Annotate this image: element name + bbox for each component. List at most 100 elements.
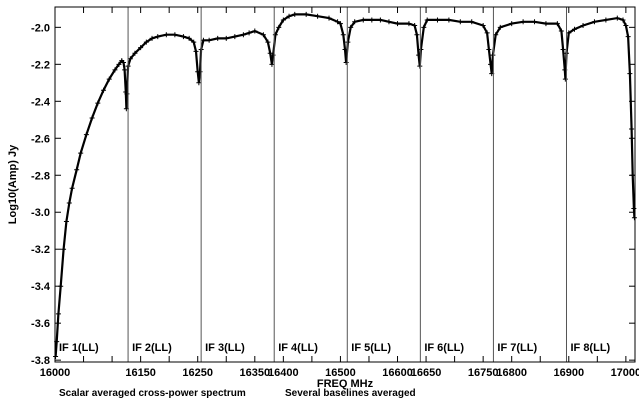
if-label: IF 1(LL) xyxy=(59,342,99,354)
if-label: IF 3(LL) xyxy=(205,342,245,354)
data-point xyxy=(566,30,572,36)
data-point xyxy=(276,24,282,30)
data-point xyxy=(360,17,366,23)
data-point xyxy=(558,28,564,34)
y-tick-label: -2.0 xyxy=(31,22,50,34)
data-point xyxy=(509,21,515,27)
data-point xyxy=(124,91,130,97)
data-point xyxy=(116,61,122,67)
axis-ticks: -3.8 -3.6 -3.4 -3.2 -3.0 -2.8 -2.6 -2.4 -2.2 -2.0… xyxy=(31,7,639,379)
data-point xyxy=(163,32,169,38)
data-point xyxy=(232,34,238,40)
data-point xyxy=(623,22,629,28)
data-point xyxy=(106,76,112,82)
data-point xyxy=(63,218,69,224)
y-tick-label: -3.2 xyxy=(31,244,50,256)
data-point xyxy=(143,39,149,45)
data-point xyxy=(101,87,107,93)
x-tick-label: 16150 xyxy=(125,367,156,379)
if-label: IF 4(LL) xyxy=(278,342,318,354)
data-point xyxy=(490,52,496,58)
data-point xyxy=(292,11,298,17)
x-tick-label: 16350 xyxy=(240,367,271,379)
data-point xyxy=(197,69,203,75)
data-point xyxy=(497,24,503,30)
x-tick-label: 16900 xyxy=(553,367,584,379)
plot-frame xyxy=(54,6,636,363)
data-point xyxy=(469,19,475,25)
x-tick-label: 16600 xyxy=(382,367,413,379)
data-point xyxy=(629,126,635,132)
data-point xyxy=(421,24,427,30)
x-tick-label: 16650 xyxy=(411,367,442,379)
data-point xyxy=(272,32,278,38)
y-tick-label: -3.4 xyxy=(31,281,51,293)
y-tick-label: -3.6 xyxy=(31,318,50,330)
data-point xyxy=(614,15,620,21)
data-point xyxy=(66,200,72,206)
caption-left: Scalar averaged cross-power spectrum xyxy=(59,388,246,399)
data-point xyxy=(246,30,252,36)
data-point xyxy=(520,19,526,25)
data-point xyxy=(112,67,118,73)
data-point xyxy=(620,17,626,23)
data-point xyxy=(352,19,358,25)
data-point xyxy=(172,32,178,38)
data-point xyxy=(337,21,343,27)
x-tick-label: 17000 xyxy=(611,367,639,379)
data-point xyxy=(240,32,246,38)
data-point xyxy=(345,39,351,45)
data-point xyxy=(571,26,577,32)
data-point xyxy=(122,67,128,73)
data-point xyxy=(61,246,67,252)
data-point xyxy=(343,59,349,65)
data-point xyxy=(326,15,332,21)
data-point xyxy=(369,17,375,23)
y-tick-label: -2.2 xyxy=(31,59,50,71)
data-point xyxy=(580,22,586,28)
data-point xyxy=(315,13,321,19)
data-point xyxy=(484,30,490,36)
data-point xyxy=(196,80,202,86)
data-point xyxy=(386,19,392,25)
data-point xyxy=(335,19,341,25)
data-point xyxy=(395,21,401,27)
data-point xyxy=(554,21,560,27)
data-series xyxy=(53,11,637,359)
data-point xyxy=(270,52,276,58)
data-point xyxy=(532,19,538,25)
data-point xyxy=(631,206,637,212)
data-point xyxy=(95,100,101,106)
x-tick-label: 16000 xyxy=(40,367,71,379)
data-point xyxy=(83,132,89,138)
x-tick-label: 16800 xyxy=(496,367,527,379)
data-point xyxy=(480,22,486,28)
data-point xyxy=(121,59,127,65)
data-point xyxy=(418,47,424,53)
data-point xyxy=(406,21,412,27)
data-point xyxy=(138,45,144,51)
data-point xyxy=(631,215,637,221)
data-point xyxy=(342,47,348,53)
data-point xyxy=(562,76,568,82)
data-point xyxy=(69,185,75,191)
data-point xyxy=(280,17,286,23)
data-point xyxy=(303,11,309,17)
data-point xyxy=(55,311,61,317)
data-point xyxy=(200,37,206,43)
data-point xyxy=(269,61,275,67)
x-tick-label: 16400 xyxy=(268,367,299,379)
y-tick-label: -3.8 xyxy=(31,355,50,367)
data-point xyxy=(215,35,221,41)
data-point xyxy=(457,19,463,25)
spectrum-line xyxy=(54,13,636,357)
data-point xyxy=(206,37,212,43)
data-point xyxy=(191,39,197,45)
if-label: IF 2(LL) xyxy=(132,342,172,354)
data-point xyxy=(348,24,354,30)
y-tick-label: -2.8 xyxy=(31,170,50,182)
x-tick-label: 16500 xyxy=(325,367,356,379)
data-point xyxy=(252,28,258,34)
data-point xyxy=(149,35,155,41)
